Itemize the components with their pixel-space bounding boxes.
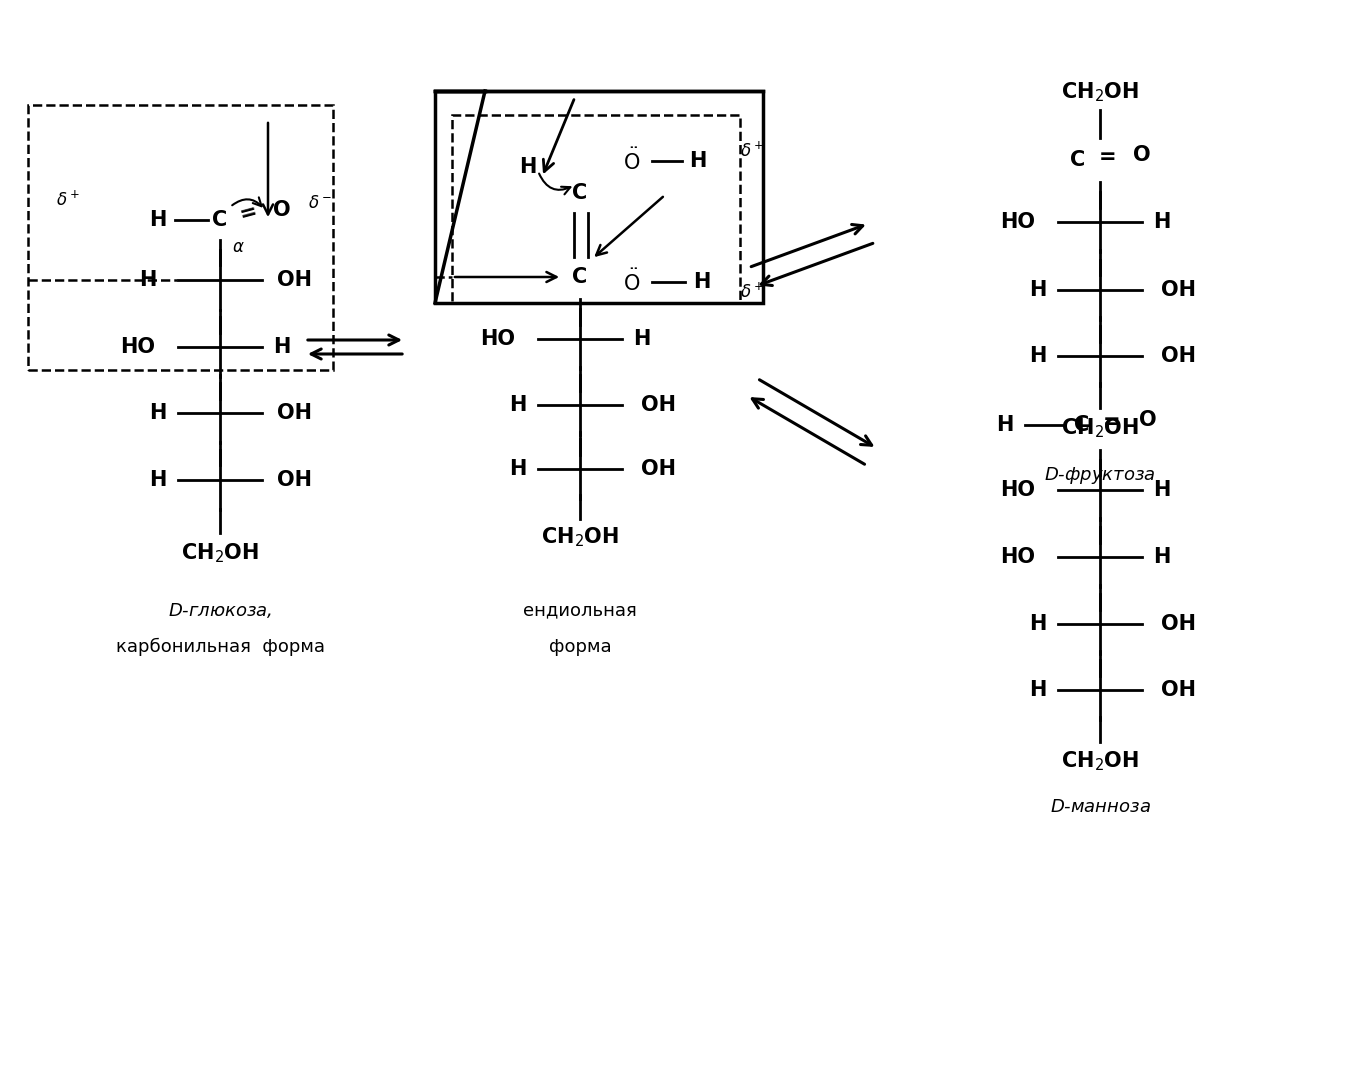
Text: CH$_2$OH: CH$_2$OH xyxy=(1060,749,1139,773)
Text: H: H xyxy=(1154,481,1170,500)
Text: $\delta^+$: $\delta^+$ xyxy=(740,283,763,302)
Text: $\delta^+$: $\delta^+$ xyxy=(56,190,80,210)
Text: HO: HO xyxy=(1001,481,1036,500)
Text: H: H xyxy=(693,272,711,292)
Text: H: H xyxy=(997,415,1014,435)
Text: OH: OH xyxy=(278,470,312,490)
Text: H: H xyxy=(689,151,706,171)
Text: $\delta^+$: $\delta^+$ xyxy=(740,141,763,160)
Text: =: = xyxy=(1100,147,1117,167)
Text: C: C xyxy=(572,267,587,287)
Text: C: C xyxy=(572,183,587,203)
Text: $\ddot{\rm O}$: $\ddot{\rm O}$ xyxy=(624,269,640,296)
Text: C: C xyxy=(213,210,228,230)
Text: H: H xyxy=(510,459,526,479)
Text: HO: HO xyxy=(480,329,515,349)
Text: $\ddot{\rm O}$: $\ddot{\rm O}$ xyxy=(624,148,640,174)
Text: OH: OH xyxy=(1161,280,1196,300)
Text: OH: OH xyxy=(640,459,675,479)
Bar xyxy=(435,91,763,303)
Text: H: H xyxy=(149,403,167,422)
Text: H: H xyxy=(1029,346,1047,366)
Text: H: H xyxy=(149,470,167,490)
Text: CH$_2$OH: CH$_2$OH xyxy=(541,526,620,549)
Text: CH$_2$OH: CH$_2$OH xyxy=(180,541,259,564)
Text: форма: форма xyxy=(549,637,612,656)
Text: H: H xyxy=(510,395,526,415)
Text: $D$-манноза: $D$-манноза xyxy=(1050,798,1150,816)
Text: $D$-глюкоза,: $D$-глюкоза, xyxy=(168,601,273,619)
Text: H: H xyxy=(274,336,290,357)
Text: HO: HO xyxy=(1001,547,1036,567)
Text: OH: OH xyxy=(278,403,312,422)
Text: H: H xyxy=(1154,212,1170,232)
Text: H: H xyxy=(1029,614,1047,634)
Text: C: C xyxy=(1070,151,1086,170)
Text: =: = xyxy=(1104,412,1121,432)
Text: HO: HO xyxy=(121,336,156,357)
Text: OH: OH xyxy=(1161,346,1196,366)
Bar xyxy=(28,105,334,370)
Text: OH: OH xyxy=(1161,614,1196,634)
Text: H: H xyxy=(149,210,167,230)
Text: O: O xyxy=(1134,145,1151,164)
Text: $\alpha$: $\alpha$ xyxy=(232,238,244,256)
Text: HO: HO xyxy=(1001,212,1036,232)
Text: $\delta^-$: $\delta^-$ xyxy=(308,194,332,212)
Text: O: O xyxy=(273,200,290,220)
Text: H: H xyxy=(519,157,537,177)
Text: H: H xyxy=(140,270,157,290)
Text: OH: OH xyxy=(278,270,312,290)
Text: H: H xyxy=(633,329,651,349)
Text: карбонильная  форма: карбонильная форма xyxy=(115,637,324,656)
Text: $D$-фруктоза: $D$-фруктоза xyxy=(1044,464,1155,486)
Text: =: = xyxy=(237,201,259,225)
Text: H: H xyxy=(1029,680,1047,700)
Text: ендиольная: ендиольная xyxy=(523,601,637,619)
Bar xyxy=(452,115,740,303)
Text: C: C xyxy=(1074,415,1090,435)
Text: CH$_2$OH: CH$_2$OH xyxy=(1060,416,1139,440)
Text: OH: OH xyxy=(640,395,675,415)
Text: OH: OH xyxy=(1161,680,1196,700)
Text: CH$_2$OH: CH$_2$OH xyxy=(1060,81,1139,104)
Text: H: H xyxy=(1029,280,1047,300)
Text: O: O xyxy=(1139,410,1157,430)
Text: H: H xyxy=(1154,547,1170,567)
